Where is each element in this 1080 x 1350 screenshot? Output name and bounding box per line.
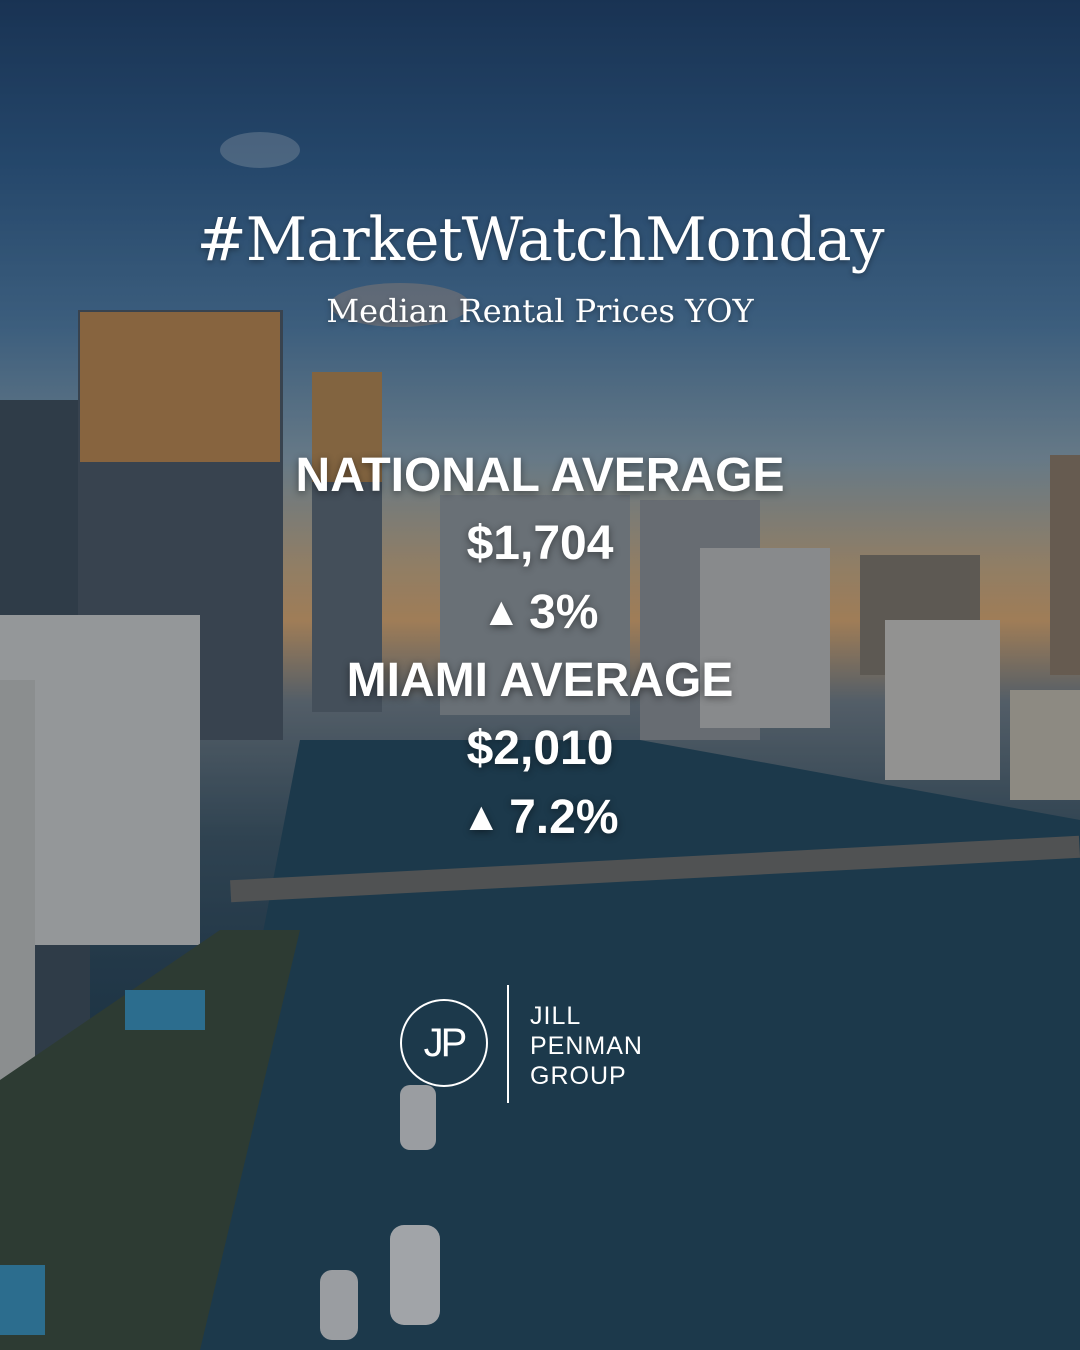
logo-monogram: JP: [400, 999, 488, 1087]
page-subtitle: Median Rental Prices YOY: [326, 292, 754, 330]
national-average-price: $1,704: [466, 517, 614, 570]
miami-average-price: $2,010: [466, 722, 614, 775]
logo-line-2: PENMAN: [530, 1032, 643, 1060]
national-average-change: ▲ 3%: [0, 578, 1080, 647]
up-triangle-icon: ▲: [481, 590, 522, 634]
jill-penman-group-logo: JP JILL PENMAN GROUP: [400, 985, 700, 1105]
miami-average-label: MIAMI AVERAGE: [346, 654, 734, 707]
logo-line-3: GROUP: [530, 1062, 627, 1090]
page-title: #MarketWatchMonday: [196, 205, 885, 275]
national-average-label: NATIONAL AVERAGE: [295, 449, 785, 502]
logo-wordmark: JILL PENMAN GROUP: [530, 1001, 643, 1091]
logo-divider: [507, 985, 509, 1103]
logo-line-1: JILL: [530, 1002, 582, 1030]
miami-average-change: ▲ 7.2%: [0, 783, 1080, 852]
miami-change-value: 7.2%: [509, 791, 619, 844]
up-triangle-icon: ▲: [461, 795, 502, 839]
stats-block: NATIONAL AVERAGE $1,704 ▲ 3% MIAMI AVERAG…: [0, 442, 1080, 852]
national-change-value: 3%: [529, 586, 599, 639]
